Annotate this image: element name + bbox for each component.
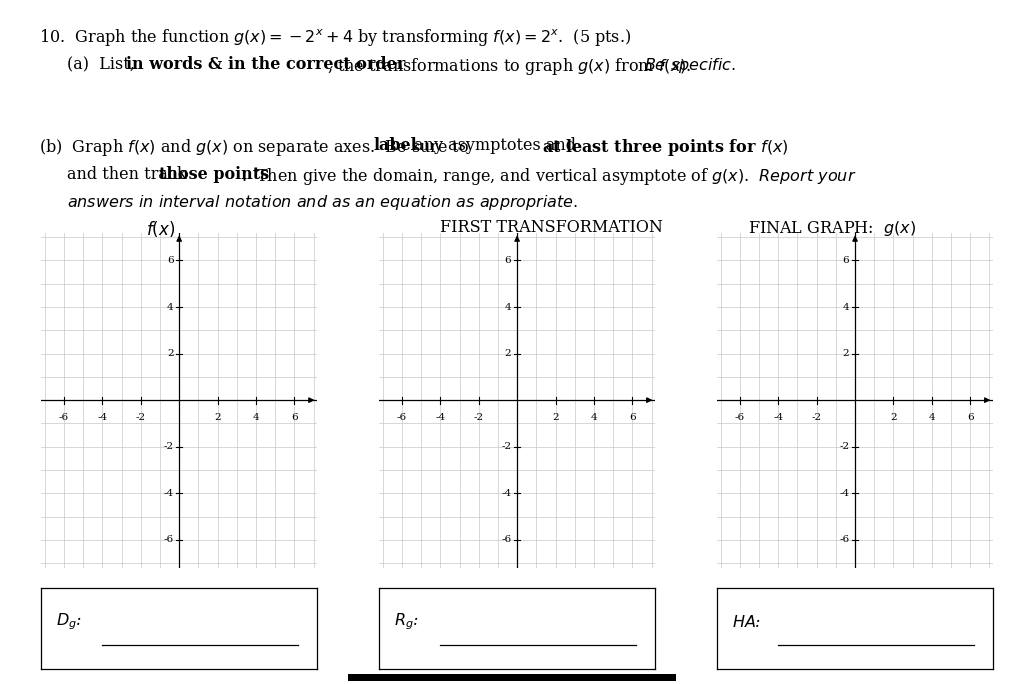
Text: -6: -6 [501, 536, 511, 544]
Text: (a)  List,: (a) List, [67, 56, 139, 73]
Text: -4: -4 [97, 413, 108, 422]
Text: 4: 4 [591, 413, 597, 422]
Text: 6: 6 [967, 413, 974, 422]
Text: (b)  Graph $f(x)$ and $g(x)$ on separate axes.  Be sure to: (b) Graph $f(x)$ and $g(x)$ on separate … [39, 137, 470, 158]
Text: at least three points for $f(x)$: at least three points for $f(x)$ [542, 137, 788, 158]
Text: in words & in the correct order: in words & in the correct order [126, 56, 406, 73]
Text: $\it{answers\ in\ interval\ notation\ and\ as\ an\ equation\ as\ appropriate.}$: $\it{answers\ in\ interval\ notation\ an… [67, 193, 578, 212]
Text: -4: -4 [163, 489, 173, 498]
Text: $HA$:: $HA$: [732, 614, 761, 631]
Text: -6: -6 [839, 536, 849, 544]
Text: 2: 2 [890, 413, 897, 422]
Text: -4: -4 [773, 413, 783, 422]
Text: 6: 6 [843, 256, 849, 265]
Text: 2: 2 [552, 413, 559, 422]
Text: -4: -4 [839, 489, 849, 498]
Text: 4: 4 [929, 413, 935, 422]
Text: 2: 2 [505, 349, 511, 358]
Text: and then track: and then track [67, 166, 191, 183]
Text: -6: -6 [397, 413, 407, 422]
Text: -2: -2 [839, 442, 849, 451]
Text: -4: -4 [501, 489, 511, 498]
Text: any asymptotes and: any asymptotes and [409, 137, 581, 154]
Text: , the transformations to graph $g(x)$ from $f(x)$.: , the transformations to graph $g(x)$ fr… [327, 56, 697, 77]
Text: FINAL GRAPH:  $g(x)$: FINAL GRAPH: $g(x)$ [748, 219, 915, 238]
Text: 2: 2 [843, 349, 849, 358]
Text: $D_{g}$:: $D_{g}$: [56, 612, 82, 633]
Text: label: label [374, 137, 418, 154]
Text: $\it{Be\ specific.}$: $\it{Be\ specific.}$ [644, 56, 736, 75]
Text: 4: 4 [253, 413, 259, 422]
Text: -2: -2 [136, 413, 145, 422]
Text: those points: those points [159, 166, 269, 183]
Text: 6: 6 [505, 256, 511, 265]
Text: -2: -2 [163, 442, 173, 451]
Text: -6: -6 [59, 413, 69, 422]
Text: 4: 4 [167, 302, 173, 311]
Text: $R_{g}$:: $R_{g}$: [394, 612, 419, 633]
Text: 2: 2 [214, 413, 221, 422]
Text: FIRST TRANSFORMATION: FIRST TRANSFORMATION [440, 219, 664, 236]
Text: 4: 4 [505, 302, 511, 311]
Text: -6: -6 [735, 413, 744, 422]
Text: -4: -4 [435, 413, 445, 422]
Text: -2: -2 [474, 413, 483, 422]
Text: 6: 6 [291, 413, 298, 422]
Text: -2: -2 [501, 442, 511, 451]
Text: $f(x)$: $f(x)$ [146, 219, 176, 239]
Text: -6: -6 [163, 536, 173, 544]
Text: 10.  Graph the function $g(x) = -2^{x} + 4$ by transforming $f(x) = 2^{x}$.  (5 : 10. Graph the function $g(x) = -2^{x} + … [39, 27, 631, 49]
Text: 6: 6 [167, 256, 173, 265]
Text: 6: 6 [629, 413, 636, 422]
Text: .  Then give the domain, range, and vertical asymptote of $g(x)$.  $\it{Report\ : . Then give the domain, range, and verti… [241, 166, 856, 187]
Text: 2: 2 [167, 349, 173, 358]
Text: 4: 4 [843, 302, 849, 311]
Text: -2: -2 [812, 413, 821, 422]
